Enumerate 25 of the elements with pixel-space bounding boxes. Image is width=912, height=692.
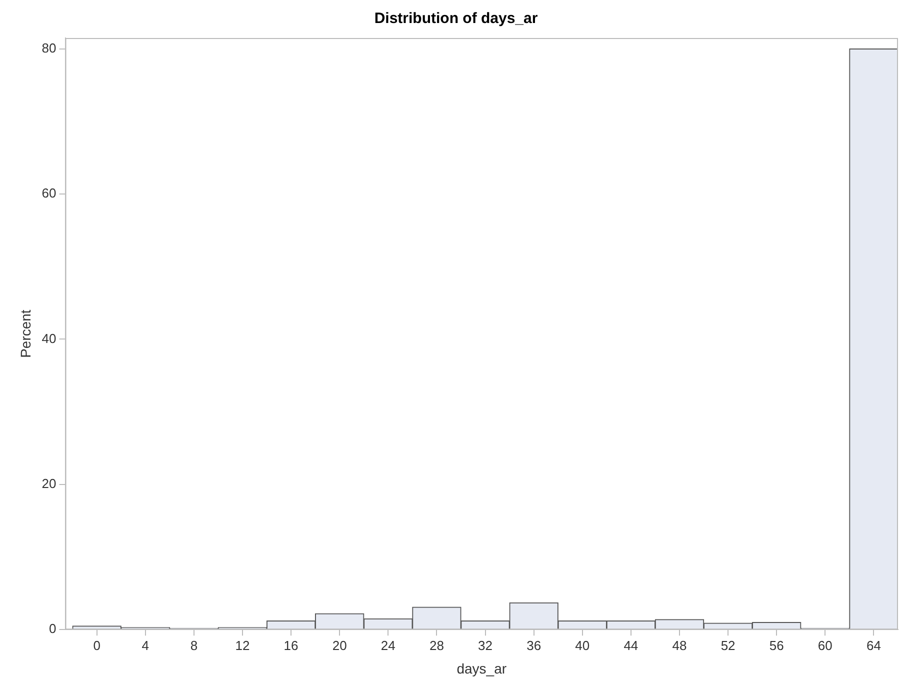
x-tick-label: 8 (190, 638, 198, 653)
x-tick-label: 0 (93, 638, 100, 653)
x-tick-label: 64 (866, 638, 881, 653)
x-tick-label: 16 (284, 638, 298, 653)
chart-title: Distribution of days_ar (374, 10, 538, 28)
x-axis-title: days_ar (456, 660, 507, 676)
x-tick-label: 56 (769, 638, 784, 653)
y-tick-label: 40 (42, 330, 56, 346)
x-tick-label: 20 (332, 638, 347, 653)
x-tick-label: 52 (720, 638, 736, 653)
y-tick-label: 0 (49, 621, 56, 636)
x-tick-label: 44 (624, 638, 638, 653)
x-tick-label: 36 (526, 638, 542, 653)
y-tick-label: 20 (42, 476, 56, 491)
y-axis-title: Percent (17, 310, 34, 358)
x-tick-label: 12 (235, 638, 250, 653)
x-tick-label: 48 (672, 638, 687, 653)
y-tick-label: 80 (42, 40, 56, 56)
x-tick-label: 40 (575, 638, 590, 653)
y-tick-label: 60 (42, 186, 56, 201)
x-tick-label: 60 (818, 638, 832, 653)
x-tick-label: 24 (380, 638, 396, 653)
x-tick-label: 28 (429, 638, 444, 653)
x-tick-label: 32 (478, 638, 493, 653)
x-tick-label: 4 (142, 638, 149, 653)
